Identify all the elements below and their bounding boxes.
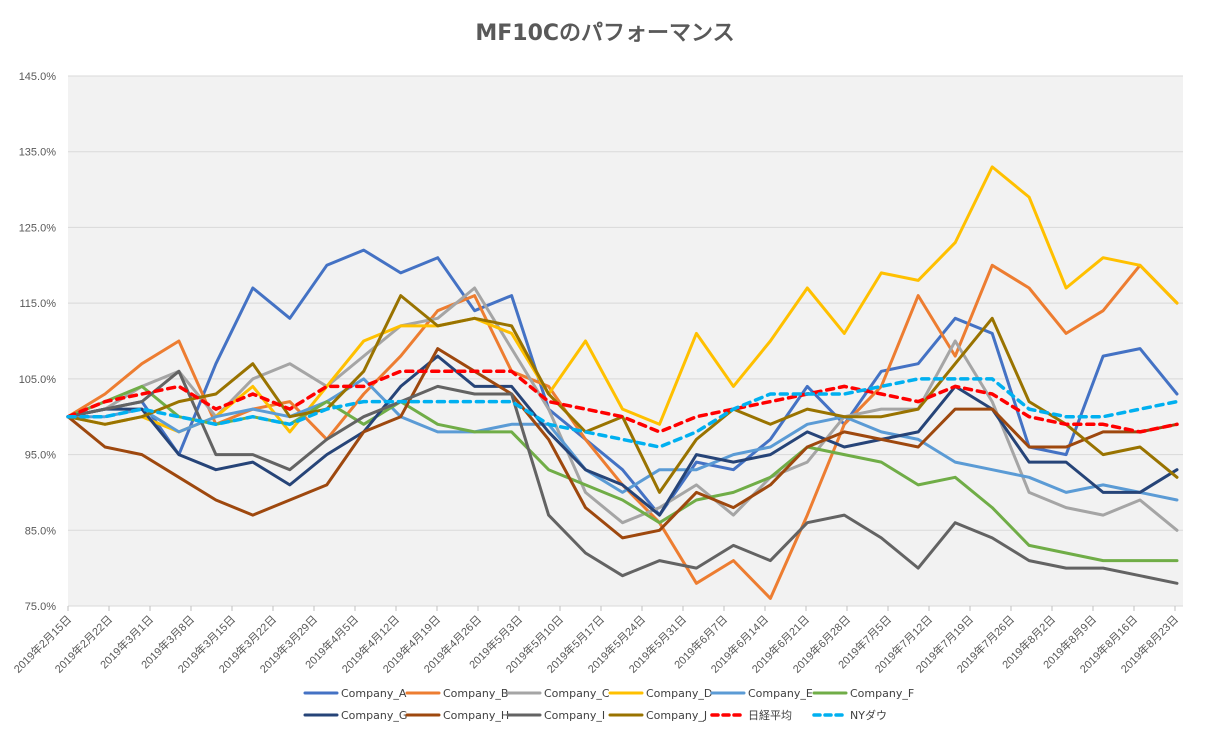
chart-title: MF10Cのパフォーマンス	[475, 21, 734, 46]
y-tick-label: 145.0%	[19, 71, 57, 83]
y-tick-label: 85.0%	[25, 525, 56, 537]
legend-label-2: Company_C	[544, 687, 610, 700]
legend-label-10: 日経平均	[748, 709, 792, 722]
legend-label-3: Company_D	[646, 687, 712, 700]
legend-label-8: Company_I	[544, 709, 605, 722]
y-tick-label: 135.0%	[19, 147, 57, 159]
legend-label-5: Company_F	[850, 687, 914, 700]
y-tick-label: 105.0%	[19, 374, 57, 386]
legend-label-6: Company_G	[341, 709, 407, 722]
legend-label-4: Company_E	[748, 687, 813, 700]
legend-label-7: Company_H	[443, 709, 509, 722]
legend-label-1: Company_B	[443, 687, 508, 700]
y-tick-label: 125.0%	[19, 222, 57, 234]
performance-line-chart: MF10Cのパフォーマンス 75.0% 85.0% 95.0% 105.0% 115.0…	[0, 0, 1211, 738]
chart-container: MF10Cのパフォーマンス 75.0% 85.0% 95.0% 105.0% 115.0…	[0, 0, 1211, 738]
legend-label-0: Company_A	[341, 687, 407, 700]
y-tick-label: 95.0%	[25, 450, 56, 462]
y-tick-label: 115.0%	[20, 298, 57, 310]
legend-label-11: NYダウ	[850, 708, 887, 722]
y-tick-label: 75.0%	[25, 601, 56, 613]
legend-label-9: Company_J	[646, 709, 707, 722]
plot-area	[68, 76, 1183, 606]
